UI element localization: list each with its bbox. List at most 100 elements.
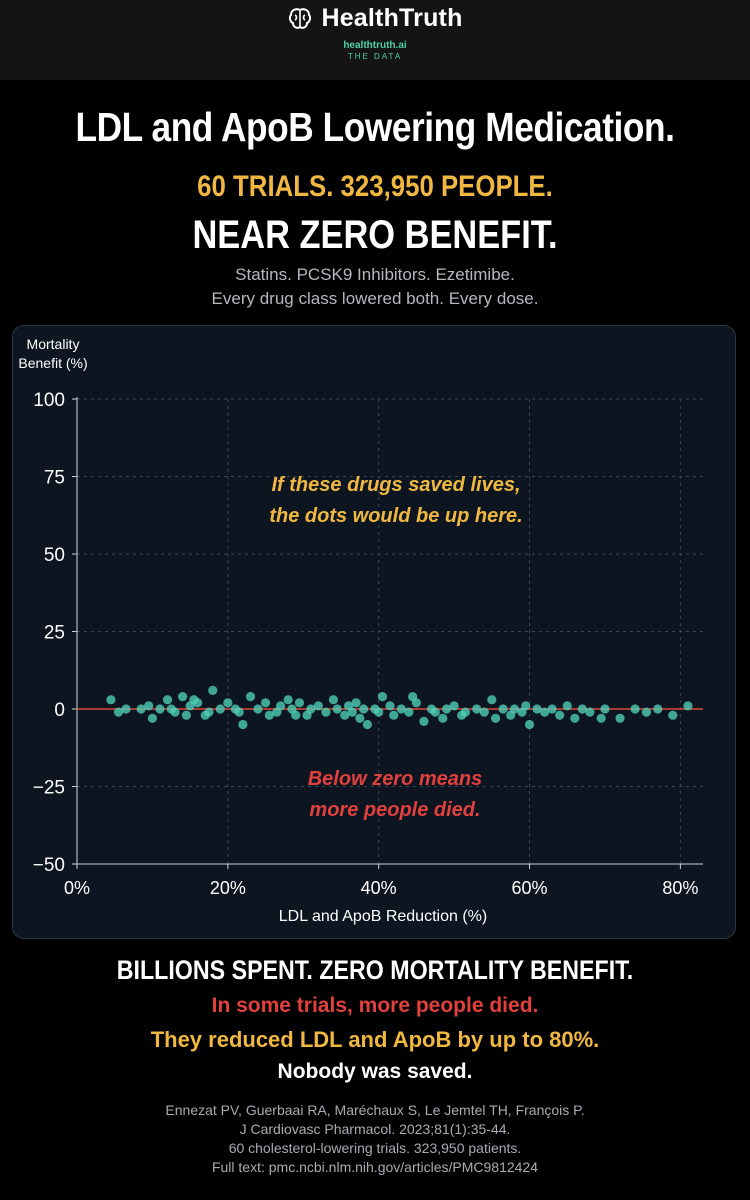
data-point (313, 701, 323, 711)
data-point (113, 707, 124, 717)
y-axis-label-line1: Mortality (27, 336, 80, 352)
data-point (193, 698, 203, 708)
data-point (547, 704, 557, 714)
y-tick-label: 100 (33, 390, 65, 411)
citation-journal: J Cardiovasc Pharmacol. 2023;81(1):35-44… (239, 1121, 511, 1137)
data-point (404, 707, 414, 717)
data-point (653, 704, 663, 714)
data-point (362, 719, 372, 730)
data-point (283, 695, 293, 705)
data-point (347, 707, 357, 717)
y-tick-label: −25 (33, 778, 65, 799)
brand-name: HealthTruth (321, 4, 463, 32)
page-title: LDL and ApoB Lowering Medication. (75, 104, 675, 150)
data-point (411, 698, 421, 708)
data-point (498, 704, 508, 714)
data-point (615, 713, 625, 723)
data-point (321, 707, 331, 717)
data-point (540, 707, 550, 717)
data-point (238, 719, 248, 730)
data-point (170, 707, 180, 717)
data-point (472, 704, 482, 714)
data-point (260, 698, 271, 708)
y-tick-label: −50 (33, 855, 65, 876)
citation-link[interactable]: Full text: pmc.ncbi.nlm.nih.gov/articles… (211, 1159, 539, 1175)
data-point (577, 704, 587, 714)
detail-line: Every drug class lowered both. Every dos… (211, 289, 539, 308)
chart-panel: 100 75 50 25 0 −25 −50 0% 20% 40% 60% 80% Mortality… (12, 325, 736, 939)
data-point (328, 695, 339, 705)
data-point (276, 701, 286, 711)
data-point (585, 707, 595, 717)
y-axis-label-line2: Benefit (%) (18, 355, 87, 371)
data-point (683, 701, 693, 711)
citation-authors: Ennezat PV, Guerbaai RA, Maréchaux S, Le… (165, 1102, 585, 1118)
footer-headline: BILLIONS SPENT. ZERO MORTALITY BENEFIT. (116, 955, 634, 985)
data-point (351, 698, 361, 708)
data-point (253, 704, 263, 714)
verdict-line: NEAR ZERO BENEFIT. (192, 213, 558, 257)
data-point (668, 710, 678, 720)
x-tick-label: 40% (361, 878, 397, 898)
x-tick-label: 80% (662, 878, 698, 898)
data-point (208, 685, 218, 695)
data-point (177, 692, 188, 702)
data-point (359, 704, 369, 714)
data-point (306, 704, 316, 714)
brand-tagline: THE DATA (347, 52, 403, 61)
annotation-top-line1: If these drugs saved lives, (272, 474, 521, 496)
data-point (641, 707, 652, 717)
data-point (385, 701, 395, 711)
y-tick-label: 0 (54, 700, 65, 721)
data-point (396, 704, 406, 714)
drugs-line: Statins. PCSK9 Inhibitors. Ezetimibe. (235, 265, 515, 284)
x-tick-label: 20% (210, 878, 246, 898)
data-point (264, 710, 274, 720)
stat-line: 60 TRIALS. 323,950 PEOPLE. (197, 170, 553, 203)
data-point (460, 707, 471, 717)
data-point (355, 713, 365, 723)
data-point (377, 692, 388, 702)
data-point (600, 704, 610, 714)
data-point (479, 707, 489, 717)
annotation-top-line2: the dots would be up here. (269, 505, 522, 527)
footer-line-gold: They reduced LDL and ApoB by up to 80%. (150, 1027, 600, 1052)
data-point (562, 701, 572, 711)
data-point (438, 713, 448, 723)
data-point (291, 710, 301, 720)
data-point (487, 695, 497, 705)
data-point (223, 698, 233, 708)
data-point (245, 692, 256, 702)
data-point (630, 704, 640, 714)
brand-logo: HealthTruth (0, 4, 750, 33)
data-point (106, 695, 116, 705)
annotation-bottom-line2: more people died. (309, 799, 480, 821)
brand-header: HealthTruth healthtruth.ai THE DATA (0, 0, 750, 80)
data-point (147, 713, 158, 723)
scatter-chart: 100 75 50 25 0 −25 −500% 20% 40% 60% 80% Mortality… (18, 336, 703, 925)
x-tick-label: 0% (64, 878, 90, 898)
data-point (532, 704, 542, 714)
data-point (136, 704, 146, 714)
data-point (449, 701, 459, 711)
data-point (596, 713, 606, 723)
data-point (162, 695, 173, 705)
x-axis-label: LDL and ApoB Reduction (%) (279, 908, 487, 925)
data-point (509, 704, 520, 714)
data-point (521, 701, 531, 711)
citation-summary: 60 cholesterol-lowering trials. 323,950 … (228, 1140, 522, 1156)
data-point (555, 710, 565, 720)
y-tick-label: 75 (44, 468, 65, 489)
data-point (181, 710, 191, 720)
x-tick-label: 60% (512, 878, 548, 898)
data-point (524, 719, 535, 730)
data-point (340, 710, 350, 720)
brand-url[interactable]: healthtruth.ai (343, 40, 407, 51)
y-tick-label: 25 (44, 623, 65, 644)
data-point (234, 707, 244, 717)
data-point (204, 707, 214, 717)
data-point (121, 704, 131, 714)
y-tick-label: 50 (44, 545, 65, 566)
data-point (441, 704, 452, 714)
data-point (374, 707, 384, 717)
